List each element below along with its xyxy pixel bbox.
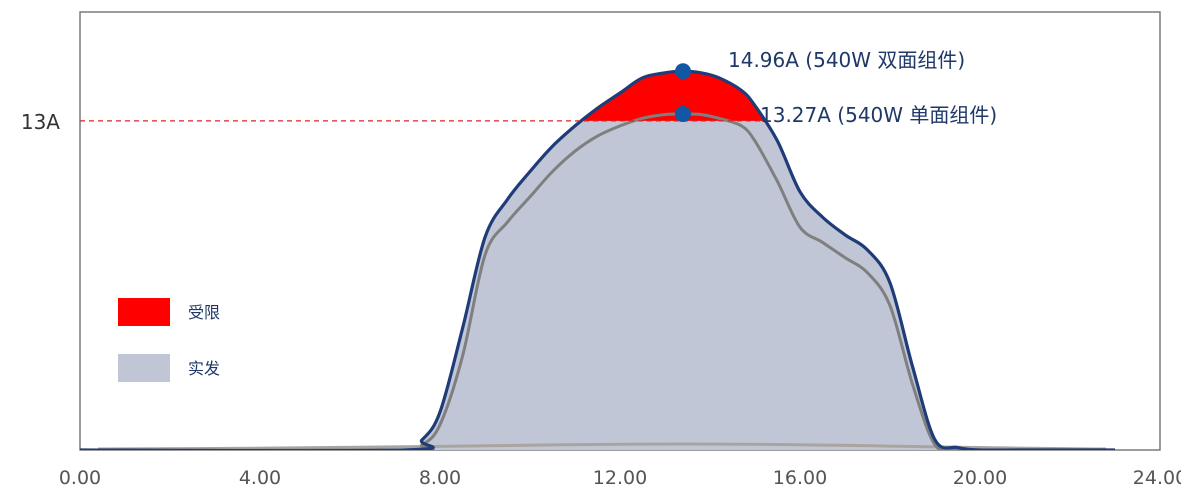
actual-area <box>404 120 980 450</box>
legend-swatch <box>118 298 170 326</box>
legend-label: 实发 <box>188 359 220 378</box>
legend-label: 受限 <box>188 303 220 322</box>
x-tick-label: 8.00 <box>419 467 461 489</box>
legend-swatch <box>118 354 170 382</box>
x-tick-label: 24.00 <box>1133 467 1181 489</box>
x-tick-label: 20.00 <box>953 467 1007 489</box>
peak-marker <box>675 106 691 123</box>
x-tick-label: 12.00 <box>593 467 647 489</box>
peak-marker <box>675 63 691 80</box>
x-tick-label: 16.00 <box>773 467 827 489</box>
peak-annotation: 14.96A (540W 双面组件) <box>728 48 965 72</box>
x-tick-label: 0.00 <box>59 467 101 489</box>
reference-label: 13A <box>21 110 60 134</box>
x-tick-label: 4.00 <box>239 467 281 489</box>
peak-annotation: 13.27A (540W 单面组件) <box>760 103 997 127</box>
